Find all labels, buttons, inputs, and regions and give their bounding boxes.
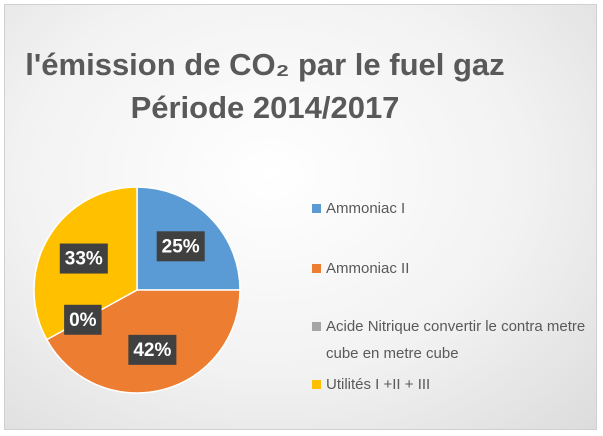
chart-subtitle: Période 2014/2017: [131, 90, 400, 125]
data-label-text: 25%: [162, 236, 200, 257]
legend-item: Ammoniac II: [312, 255, 592, 282]
legend-swatch: [312, 204, 321, 213]
legend-text: Ammoniac I: [326, 200, 406, 217]
data-label-box: [128, 334, 177, 365]
data-label: 0%: [64, 304, 102, 335]
legend-text: Acide Nitrique convertir le contra metre…: [326, 318, 586, 362]
legend-item: Ammoniac I: [312, 195, 592, 222]
data-label-box: [64, 304, 102, 335]
data-label-text: 33%: [65, 249, 103, 270]
legend-swatch: [312, 322, 321, 331]
data-label-box: [59, 243, 108, 274]
legend-text: Ammoniac II: [326, 260, 410, 277]
legend-item: Utilités I +II + III: [312, 371, 592, 398]
data-label: 33%: [59, 243, 108, 274]
legend-swatch: [312, 380, 321, 389]
chart-title: l'émission de CO₂ par le fuel gaz: [25, 47, 504, 82]
legend-item: Acide Nitrique convertir le contra metre…: [312, 313, 592, 367]
data-label: 25%: [156, 231, 205, 262]
legend-swatch: [312, 264, 321, 273]
data-label-text: 0%: [69, 310, 97, 331]
data-label: 42%: [128, 334, 177, 365]
data-label-text: 42%: [133, 340, 171, 361]
legend-text: Utilités I +II + III: [326, 376, 431, 393]
data-label-box: [156, 231, 205, 262]
